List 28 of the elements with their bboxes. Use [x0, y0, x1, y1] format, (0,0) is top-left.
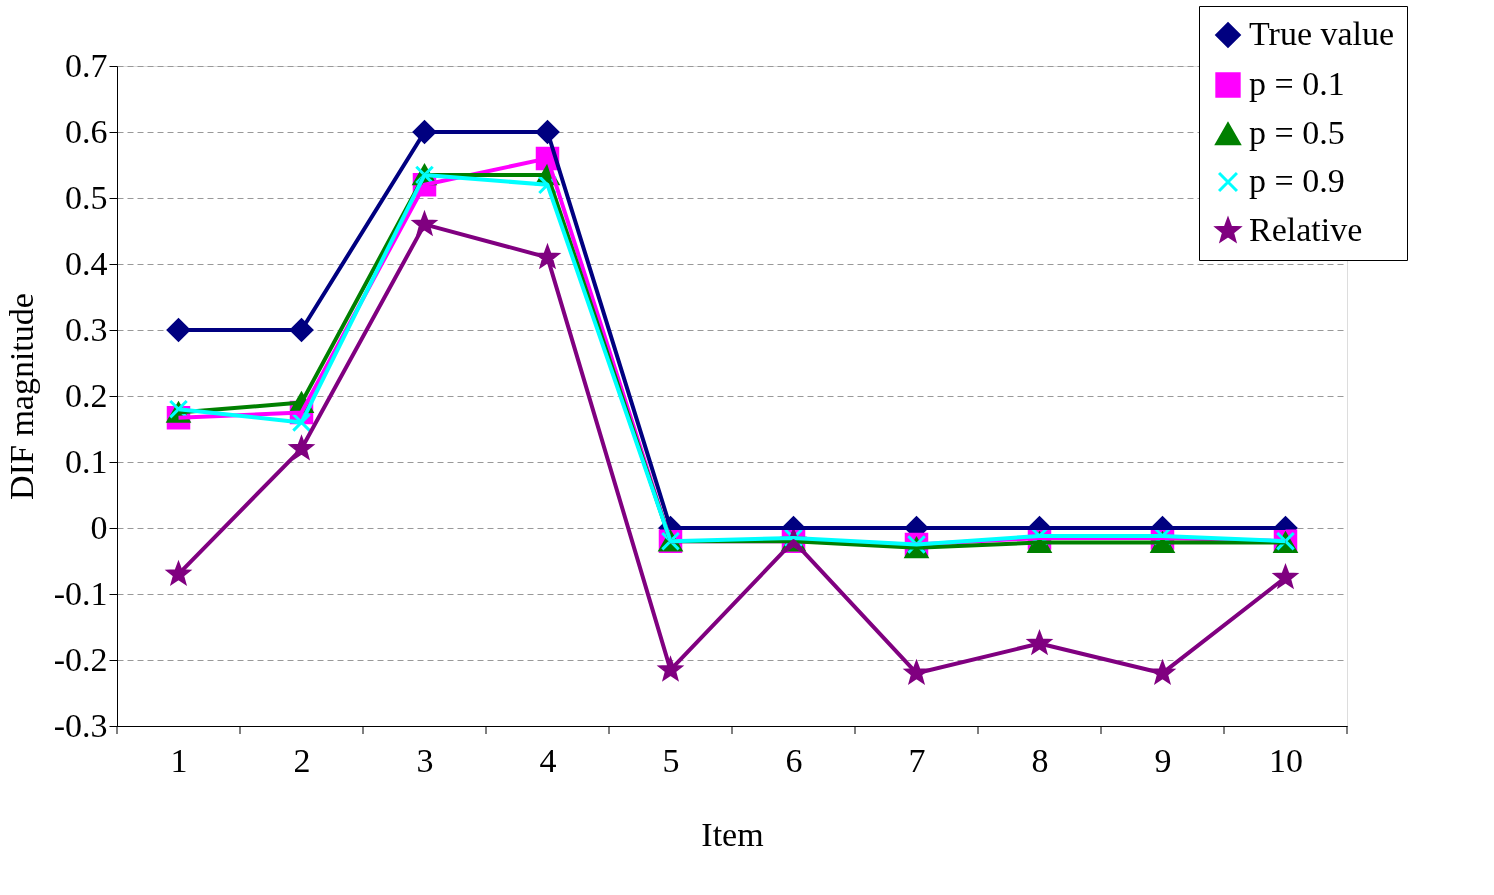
x-tick-label: 9: [1154, 741, 1172, 779]
y-tick-label: -0.1: [53, 574, 108, 612]
y-tick-label: 0.7: [65, 46, 108, 84]
x-tick-label: 10: [1269, 741, 1303, 779]
y-tick-label: 0.2: [65, 376, 108, 414]
y-tick-label: 0.5: [65, 178, 108, 216]
x-tick-label: 7: [908, 741, 926, 779]
x-axis-title: Item: [701, 815, 764, 853]
y-axis-title: DIF magnitude: [2, 293, 40, 500]
legend-label: p = 0.1: [1249, 65, 1345, 102]
legend-label: p = 0.9: [1249, 162, 1345, 199]
y-tick-label: 0.1: [65, 442, 108, 480]
x-tick-label: 3: [416, 741, 434, 779]
y-tick-label: 0: [90, 508, 108, 546]
y-tick-label: -0.2: [53, 640, 108, 678]
legend-label: p = 0.5: [1249, 114, 1345, 151]
y-tick-label: 0.6: [65, 112, 108, 150]
x-tick-label: 2: [293, 741, 311, 779]
x-tick-label: 5: [662, 741, 680, 779]
x-tick-label: 6: [785, 741, 803, 779]
x-tick-label: 4: [539, 741, 557, 779]
x-tick-label: 1: [170, 741, 188, 779]
x-tick-label: 8: [1031, 741, 1049, 779]
legend-label: True value: [1249, 15, 1395, 52]
y-tick-label: -0.3: [53, 706, 108, 744]
legend-label: Relative: [1249, 211, 1363, 248]
y-tick-label: 0.4: [65, 244, 108, 282]
y-tick-label: 0.3: [65, 310, 108, 348]
